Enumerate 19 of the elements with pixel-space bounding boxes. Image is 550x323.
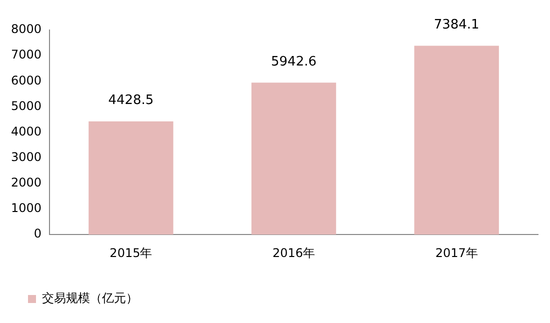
x-tick-label: 2017年 — [435, 246, 478, 260]
y-tick-label: 3000 — [10, 150, 42, 164]
bar — [88, 121, 174, 235]
y-tick-label: 1000 — [10, 201, 42, 216]
y-tick-label: 6000 — [10, 73, 42, 88]
data-label: 7384.1 — [434, 18, 480, 33]
y-tick-label: 4000 — [10, 124, 42, 138]
data-label: 5942.6 — [271, 54, 317, 70]
data-label: 4428.5 — [108, 93, 154, 108]
y-tick-label: 2000 — [10, 176, 42, 190]
bar — [414, 46, 499, 235]
y-tick-label: 8000 — [10, 22, 42, 36]
legend-label: 交易规模（亿元） — [42, 291, 138, 306]
y-tick-label: 7000 — [10, 48, 42, 62]
y-tick-label: 5000 — [10, 98, 42, 113]
y-tick-label: 0 — [34, 226, 42, 241]
x-tick-label: 2016年 — [272, 246, 316, 260]
bar — [251, 82, 336, 235]
x-tick-label: 2015年 — [110, 246, 152, 260]
